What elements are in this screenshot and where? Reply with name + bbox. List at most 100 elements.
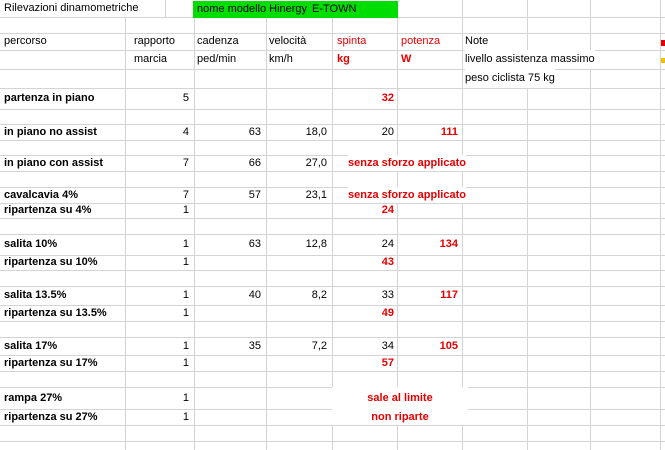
gridline-h	[0, 171, 665, 172]
clipped-yellow-cell-fragment	[661, 58, 665, 63]
cell-potenza[interactable]: 117	[440, 289, 458, 301]
cell-cadenza[interactable]: 35	[248, 340, 261, 352]
row-label[interactable]: rampa 27%	[4, 392, 63, 404]
note-peso-ciclista[interactable]: peso ciclista 75 kg	[465, 69, 555, 88]
cell-rapporto[interactable]: 7	[182, 189, 189, 201]
cell-spinta[interactable]: 20	[381, 126, 394, 138]
cell-rapporto[interactable]: 1	[182, 411, 189, 423]
cell-velocita[interactable]: 27,0	[305, 157, 327, 169]
cell-cadenza[interactable]: 66	[248, 157, 261, 169]
gridline-h	[0, 218, 665, 219]
gridline-v	[527, 0, 528, 17]
cell-velocita[interactable]: 7,2	[311, 340, 327, 352]
cell-rapporto[interactable]: 1	[182, 289, 189, 301]
gridline-h	[0, 109, 665, 110]
cell-cadenza[interactable]: 40	[248, 289, 261, 301]
cell-rapporto[interactable]: 1	[182, 238, 189, 250]
row-label[interactable]: ripartenza su 10%	[4, 256, 98, 268]
cell-velocita[interactable]: 18,0	[305, 126, 327, 138]
cell-spinta[interactable]: 57	[381, 357, 394, 369]
cell-rapporto[interactable]: 1	[182, 392, 189, 404]
gridline-v	[660, 0, 661, 17]
row-label[interactable]: in piano con assist	[4, 157, 104, 169]
cell-potenza[interactable]: 111	[440, 126, 458, 138]
gridline-h	[0, 124, 665, 125]
cell-spinta[interactable]: 32	[381, 92, 394, 104]
title-cell-right-border	[165, 0, 166, 17]
cell-note-span[interactable]: senza sforzo applicato	[348, 155, 466, 171]
cell-center-note[interactable]: sale al limite	[332, 387, 468, 409]
row-label[interactable]: salita 17%	[4, 340, 58, 352]
header-kmh[interactable]: km/h	[269, 53, 293, 65]
gridline-h	[0, 425, 665, 426]
cell-note-span[interactable]: senza sforzo applicato	[348, 187, 466, 203]
cell-rapporto[interactable]: 1	[182, 357, 189, 369]
row-label[interactable]: in piano no assist	[4, 126, 97, 138]
header-potenza[interactable]: potenza	[401, 35, 441, 47]
row-label[interactable]: salita 13.5%	[4, 289, 67, 301]
row-label[interactable]: ripartenza su 17%	[4, 357, 98, 369]
gridline-v	[266, 17, 267, 450]
gridline-h	[0, 270, 665, 271]
cell-spinta[interactable]: 34	[381, 340, 394, 352]
cell-cadenza[interactable]: 63	[248, 126, 261, 138]
gridline-h	[0, 371, 665, 372]
gridline-v	[194, 17, 195, 450]
cell-spinta[interactable]: 24	[381, 204, 394, 216]
cell-velocita[interactable]: 12,8	[305, 238, 327, 250]
gridline-h	[0, 321, 665, 322]
header-cadenza[interactable]: cadenza	[197, 35, 239, 47]
model-banner-label: nome modello Hinergy	[197, 3, 308, 15]
cell-potenza[interactable]: 105	[439, 340, 458, 352]
row-label[interactable]: cavalcavia 4%	[4, 189, 79, 201]
header-rapporto[interactable]: rapporto	[134, 35, 175, 47]
gridline-v	[527, 17, 528, 450]
gridline-v	[590, 17, 591, 450]
cell-rapporto[interactable]: 1	[182, 307, 189, 319]
model-banner[interactable]: nome modello Hinergy E-TOWN	[193, 1, 398, 18]
cell-spinta[interactable]: 49	[381, 307, 394, 319]
header-marcia[interactable]: marcia	[134, 53, 168, 65]
cell-spinta[interactable]: 33	[381, 289, 394, 301]
header-percorso[interactable]: percorso	[4, 35, 47, 47]
row-label[interactable]: ripartenza su 13.5%	[4, 307, 107, 319]
cell-rapporto[interactable]: 1	[182, 340, 189, 352]
cell-rapporto[interactable]: 5	[182, 92, 189, 104]
row-label[interactable]: partenza in piano	[4, 92, 95, 104]
gridline-h	[0, 140, 665, 141]
cell-rapporto[interactable]: 4	[182, 126, 189, 138]
gridline-h	[0, 234, 665, 235]
gridline-h	[0, 286, 665, 287]
gridline-v	[462, 17, 463, 450]
header-note[interactable]: Note	[465, 35, 489, 47]
header-kg[interactable]: kg	[337, 53, 350, 65]
cell-cadenza[interactable]: 57	[248, 189, 261, 201]
gridline-h	[0, 50, 665, 51]
cell-spinta[interactable]: 43	[381, 256, 394, 268]
gridline-h	[0, 203, 665, 204]
gridline-h	[0, 255, 665, 256]
cell-potenza[interactable]: 134	[439, 238, 458, 250]
gridline-h	[0, 155, 665, 156]
cell-cadenza[interactable]: 63	[248, 238, 261, 250]
header-spinta[interactable]: spinta	[337, 35, 367, 47]
cell-velocita[interactable]: 23,1	[305, 189, 327, 201]
header-ped-min[interactable]: ped/min	[197, 53, 237, 65]
gridline-h	[0, 355, 665, 356]
cell-rapporto[interactable]: 1	[182, 256, 189, 268]
cell-rapporto[interactable]: 1	[182, 204, 189, 216]
row-label[interactable]: ripartenza su 4%	[4, 204, 92, 216]
row-label[interactable]: ripartenza su 27%	[4, 411, 98, 423]
sheet-title-cell[interactable]: Rilevazioni dinamometriche	[4, 2, 139, 14]
note-assistenza[interactable]: livello assistenza massimo	[465, 50, 595, 69]
row-label[interactable]: salita 10%	[4, 238, 58, 250]
header-velocita[interactable]: velocità	[269, 35, 307, 47]
cell-rapporto[interactable]: 7	[182, 157, 189, 169]
header-w[interactable]: W	[401, 53, 412, 65]
cell-center-note[interactable]: non riparte	[332, 409, 468, 425]
gridline-h	[0, 187, 665, 188]
cell-spinta[interactable]: 24	[381, 238, 394, 250]
gridline-v	[462, 0, 463, 17]
cell-velocita[interactable]: 8,2	[311, 289, 327, 301]
